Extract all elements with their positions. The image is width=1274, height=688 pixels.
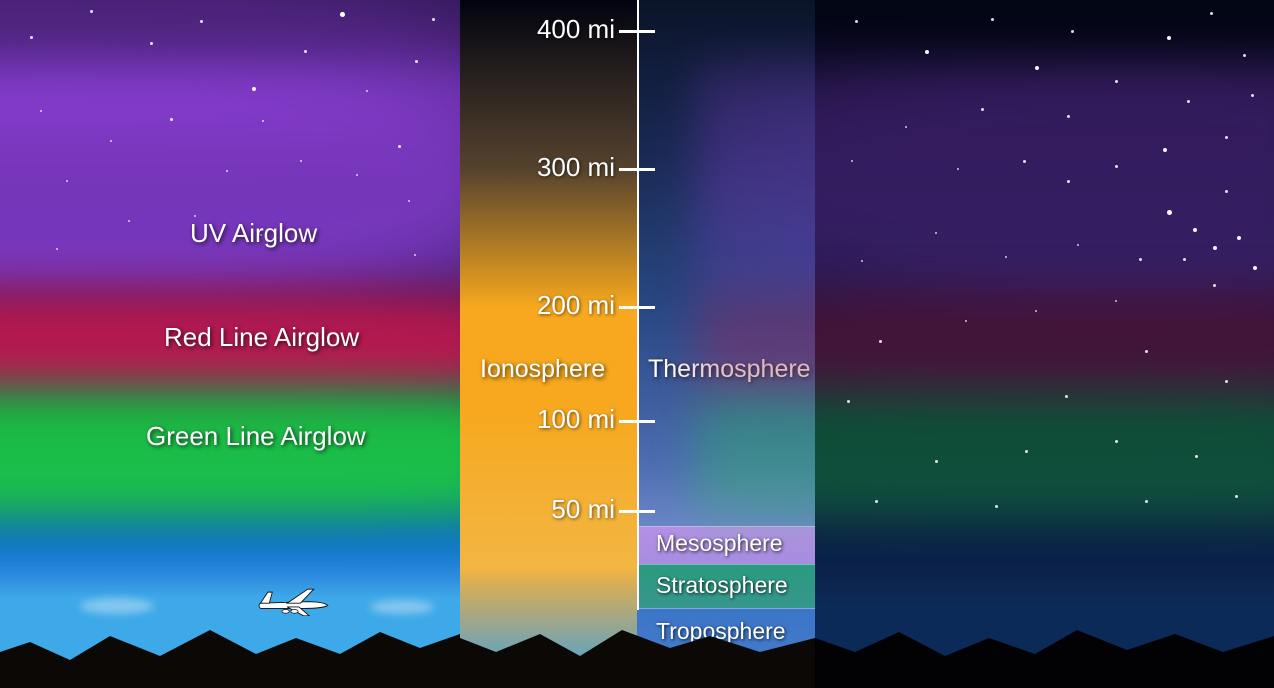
layer-label-mesosphere: Mesosphere [656, 530, 783, 557]
red-airglow-night [695, 290, 1274, 400]
scale-tick-label: 100 mi [537, 404, 615, 435]
mountain-silhouette [0, 608, 460, 688]
star [1193, 228, 1197, 232]
mountain-silhouette [460, 608, 815, 688]
layer-label-stratosphere: Stratosphere [656, 572, 788, 599]
star [1035, 66, 1039, 70]
scale-tick-label: 300 mi [537, 152, 615, 183]
scale-tick [619, 510, 655, 513]
green-airglow-night [695, 390, 1274, 520]
ionosphere-label: Ionosphere [480, 355, 605, 384]
green-airglow-label: Green Line Airglow [146, 421, 366, 452]
uv-airglow [0, 60, 500, 300]
star [1167, 36, 1171, 40]
right-night-panel [815, 0, 1274, 688]
star [1213, 246, 1217, 250]
star [252, 87, 256, 91]
scale-tick [619, 168, 655, 171]
star [1253, 266, 1257, 270]
left-day-panel: UV Airglow Red Line Airglow Green Line A… [0, 0, 460, 688]
uv-airglow-label: UV Airglow [190, 218, 317, 249]
red-airglow-label: Red Line Airglow [164, 322, 359, 353]
scale-tick [619, 306, 655, 309]
star [1237, 236, 1241, 240]
uv-airglow-night [695, 60, 1274, 300]
scale-tick [619, 30, 655, 33]
ionosphere-column [460, 0, 637, 688]
star [1163, 148, 1167, 152]
scale-tick-label: 50 mi [551, 494, 615, 525]
atmosphere-diagram: UV Airglow Red Line Airglow Green Line A… [0, 0, 1274, 688]
scale-tick [619, 420, 655, 423]
star [925, 50, 929, 54]
altitude-scale-line [637, 0, 639, 610]
scale-tick-label: 400 mi [537, 14, 615, 45]
scale-tick-label: 200 mi [537, 290, 615, 321]
star [1167, 210, 1172, 215]
green-airglow [0, 390, 500, 520]
mountain-silhouette [815, 608, 1274, 688]
star [340, 12, 345, 17]
